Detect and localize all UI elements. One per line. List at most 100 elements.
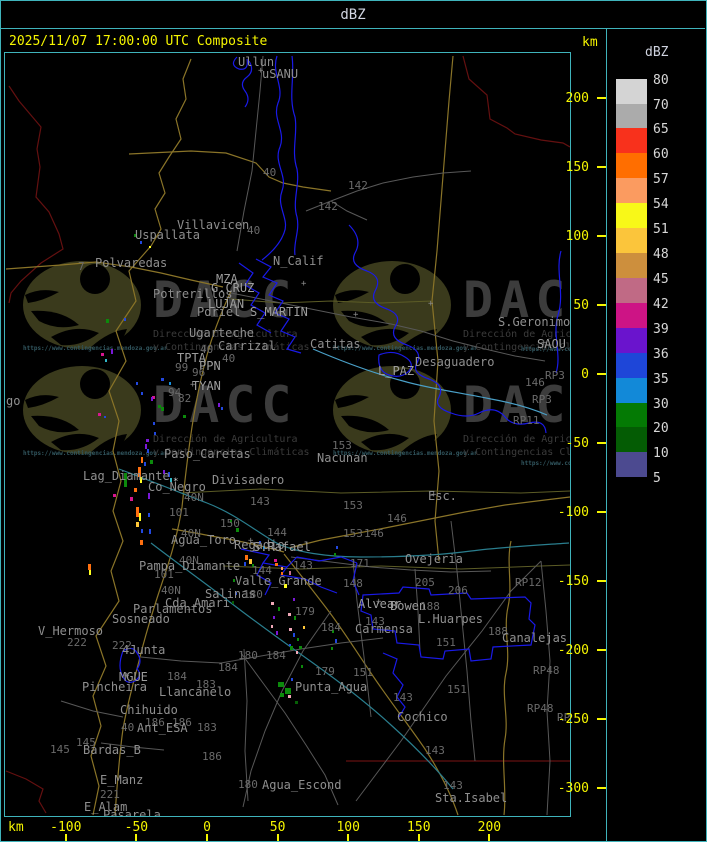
map-label: Paso_Caretas (164, 447, 251, 461)
map-label: TPTA (177, 351, 206, 365)
radar-echo (284, 584, 287, 588)
top-axis-unit: km (582, 35, 598, 50)
map-label: 145 (76, 736, 96, 749)
scale-swatch (616, 328, 647, 353)
right-axis-tick (597, 373, 606, 375)
watermark-url: https://www.contingencias.mendoza.gov.ar (333, 345, 478, 352)
map-label: S_MARTIN (250, 305, 308, 319)
right-axis-tick-label: -50 (565, 436, 589, 451)
watermark-line1: Dirección de Agricultura (153, 329, 298, 340)
plus-marker: + (376, 597, 382, 607)
bottom-axis-tick-label: 150 (407, 820, 431, 835)
scale-swatch (616, 403, 647, 427)
dacc-logo-icon (21, 259, 143, 355)
radar-echo (288, 613, 291, 616)
scale-swatch (616, 228, 647, 253)
map-label: Punta_Agua (295, 680, 368, 694)
map-label: 94 (168, 386, 182, 399)
map-label: Salinas (205, 587, 256, 601)
radar-echo (285, 688, 291, 694)
radar-echo (140, 241, 142, 244)
radar-echo (218, 403, 220, 407)
radar-echo (275, 563, 278, 566)
map-label: 40N (184, 491, 204, 504)
radar-echo (331, 647, 333, 650)
map-label: 222 (112, 639, 132, 652)
map-label: Desaguadero (415, 355, 495, 369)
right-axis-tick-label: 150 (565, 160, 589, 175)
scale-swatch (616, 303, 647, 328)
map-label: Ovejeria (405, 552, 463, 566)
radar-echo (134, 234, 137, 237)
map-label: 82 (178, 392, 192, 405)
map-label: Cda_Amari (165, 596, 231, 610)
radar-echo (141, 457, 143, 463)
scale-tick-label: 42 (653, 297, 669, 312)
radar-echo (289, 628, 292, 631)
map-label: Llancanelo (159, 685, 232, 699)
map-label: TYAN (192, 379, 221, 393)
scale-swatch (616, 203, 647, 228)
map-label: E_Manz (100, 773, 144, 787)
radar-echo (236, 528, 239, 532)
map-label: 180 (243, 588, 263, 601)
dacc-logo-icon (331, 364, 453, 460)
radar-echo (278, 607, 280, 611)
radar-echo (158, 405, 161, 408)
map-label: Pdriel (197, 305, 241, 319)
map-label: 4Junta (122, 643, 166, 657)
map-label: uSANU (262, 67, 299, 81)
bottom-axis-tick (488, 834, 491, 841)
radar-echo (152, 396, 155, 399)
map-label: 151 (436, 636, 456, 649)
map-label: 148 (343, 577, 363, 590)
bottom-axis-tick (64, 834, 67, 841)
map-label: 40N (161, 584, 181, 597)
map-label: 146 (525, 376, 545, 389)
radar-echo (154, 432, 156, 435)
map-label: G.CRUZ (211, 281, 255, 295)
scale-title: dBZ (645, 45, 669, 60)
radar-echo (153, 422, 155, 425)
radar-echo (296, 651, 298, 654)
map-label: 143 (365, 615, 385, 628)
radar-echo (280, 693, 284, 697)
scale-swatch (616, 427, 647, 452)
map-label: 184 (167, 670, 187, 683)
radar-echo (232, 601, 234, 604)
map-label: 188 (488, 625, 508, 638)
radar-echo (161, 407, 164, 411)
right-axis-tick-label: 100 (565, 229, 589, 244)
watermark-url: https://www.contingencias.mendoza.gov.ar (521, 460, 570, 467)
map-label: 142 (348, 179, 368, 192)
map-label: 222 (67, 636, 87, 649)
map-label: S.Rafael (253, 540, 311, 554)
radar-echo (168, 472, 170, 477)
map-label: 206 (448, 584, 468, 597)
right-axis-tick-label: 50 (573, 298, 589, 313)
radar-echo (124, 473, 127, 487)
map-label: 184 (266, 649, 286, 662)
scale-tick-label: 39 (653, 322, 669, 337)
radar-echo (150, 460, 153, 464)
radar-echo (249, 559, 252, 564)
bottom-axis-tick-label: 100 (336, 820, 360, 835)
radar-echo (139, 513, 141, 521)
map-label: 99 (175, 361, 189, 374)
radar-echo (335, 639, 337, 643)
radar-echo (136, 507, 139, 517)
scale-swatch (616, 378, 647, 403)
right-axis-tick-label: -250 (557, 712, 589, 727)
map-label: S.Geronimo (498, 315, 571, 329)
map-label: 40 (247, 224, 261, 237)
radar-echo (303, 626, 305, 629)
map-label: Alvear (358, 597, 402, 611)
radar-echo (149, 529, 151, 534)
plus-marker: + (248, 536, 254, 546)
map-label: L_PAZ (378, 364, 415, 378)
radar-echo (263, 546, 265, 549)
scale-tick-label: 5 (653, 471, 661, 486)
right-axis-tick (597, 580, 606, 582)
map-label: 153 (343, 499, 363, 512)
